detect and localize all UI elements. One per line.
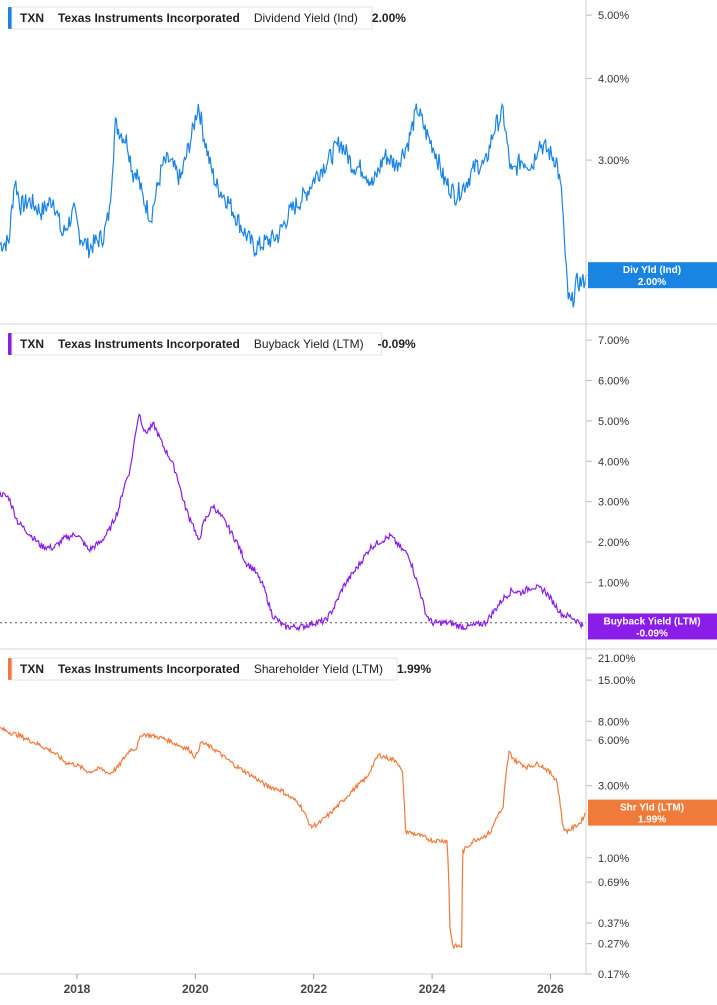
y-tick-label: 0.37%: [598, 918, 629, 930]
legend-company: Texas Instruments Incorporated: [58, 337, 240, 351]
tag-value: 1.99%: [638, 815, 666, 826]
chart-panel-3: 21.00% 15.00% 8.00% 6.00% 3.00% 1.00% 0.69% 0.3…: [0, 653, 717, 981]
y-tick-label: 1.00%: [598, 853, 629, 865]
legend-metric: Shareholder Yield (LTM): [254, 662, 383, 676]
tag-label: Div Yld (Ind): [623, 265, 681, 276]
y-tick-label: 3.00%: [598, 155, 629, 167]
legend-value: 1.99%: [397, 662, 431, 676]
x-tick-label: 2024: [419, 982, 446, 996]
tag-label: Shr Yld (LTM): [620, 803, 684, 814]
y-tick-label: 15.00%: [598, 675, 636, 687]
y-tick-label: 4.00%: [598, 73, 629, 85]
x-tick-label: 2018: [64, 982, 91, 996]
legend-metric: Dividend Yield (Ind): [254, 11, 358, 25]
legend-background: [11, 657, 398, 681]
legend-color-bar: [8, 7, 12, 29]
y-tick-label: 5.00%: [598, 416, 629, 428]
tag-background: [588, 799, 717, 826]
legend-company: Texas Instruments Incorporated: [58, 11, 240, 25]
legend-text: TXN Texas Instruments Incorporated Shareho…: [20, 662, 431, 676]
y-tick-label: 3.00%: [598, 497, 629, 509]
tag-label: Buyback Yield (LTM): [603, 616, 700, 627]
legend-background: [11, 6, 373, 30]
legend-color-bar: [8, 658, 12, 680]
y-tick-label: 5.00%: [598, 10, 629, 22]
chart-panel-1: 5.00% 4.00% 3.00% 2.00% TXN Texas Instruments…: [0, 6, 717, 308]
x-tick-label: 2026: [537, 982, 564, 996]
x-axis: 2018 2020 2022 2024 2026: [64, 974, 564, 996]
y-tick-label: 0.69%: [598, 877, 629, 889]
legend-ticker: TXN: [20, 337, 44, 351]
legend-metric: Buyback Yield (LTM): [254, 337, 364, 351]
current-value-tag: Shr Yld (LTM)1.99%: [588, 799, 717, 826]
legend-text: TXN Texas Instruments Incorporated Dividen…: [20, 11, 406, 25]
legend-value: -0.09%: [378, 337, 416, 351]
series-line: [0, 413, 584, 632]
y-tick-label: 0.27%: [598, 939, 629, 951]
legend-ticker: TXN: [20, 662, 44, 676]
current-value-tag: Buyback Yield (LTM)-0.09%: [588, 613, 717, 640]
legend-box: TXN Texas Instruments Incorporated Shareho…: [8, 657, 431, 681]
x-tick-label: 2020: [182, 982, 209, 996]
y-tick-label: 7.00%: [598, 335, 629, 347]
tag-background: [588, 262, 717, 289]
current-value-tag: Div Yld (Ind)2.00%: [588, 262, 717, 289]
y-tick-label: 21.00%: [598, 653, 636, 665]
legend-box: TXN Texas Instruments Incorporated Dividen…: [8, 6, 406, 30]
series-line: [0, 102, 587, 308]
y-tick-label: 6.00%: [598, 375, 629, 387]
x-tick-label: 2022: [300, 982, 327, 996]
tag-background: [588, 613, 717, 640]
y-tick-label: 8.00%: [598, 716, 629, 728]
y-tick-label: 3.00%: [598, 781, 629, 793]
legend-value: 2.00%: [372, 11, 406, 25]
legend-text: TXN Texas Instruments Incorporated Buyback…: [20, 337, 416, 351]
series-line: [0, 726, 587, 950]
y-tick-label: 6.00%: [598, 735, 629, 747]
legend-company: Texas Instruments Incorporated: [58, 662, 240, 676]
legend-box: TXN Texas Instruments Incorporated Buyback…: [8, 332, 416, 356]
legend-ticker: TXN: [20, 11, 44, 25]
y-tick-label: 1.00%: [598, 577, 629, 589]
tag-value: -0.09%: [636, 628, 668, 639]
y-tick-label: 2.00%: [598, 537, 629, 549]
y-tick-label: 4.00%: [598, 456, 629, 468]
y-tick-label: 0.17%: [598, 969, 629, 981]
legend-color-bar: [8, 333, 12, 355]
tag-value: 2.00%: [638, 277, 666, 288]
legend-background: [11, 332, 383, 356]
chart-panel-2: 7.00% 6.00% 5.00% 4.00% 3.00% 2.00% 1.00% TXN Te…: [0, 332, 717, 640]
